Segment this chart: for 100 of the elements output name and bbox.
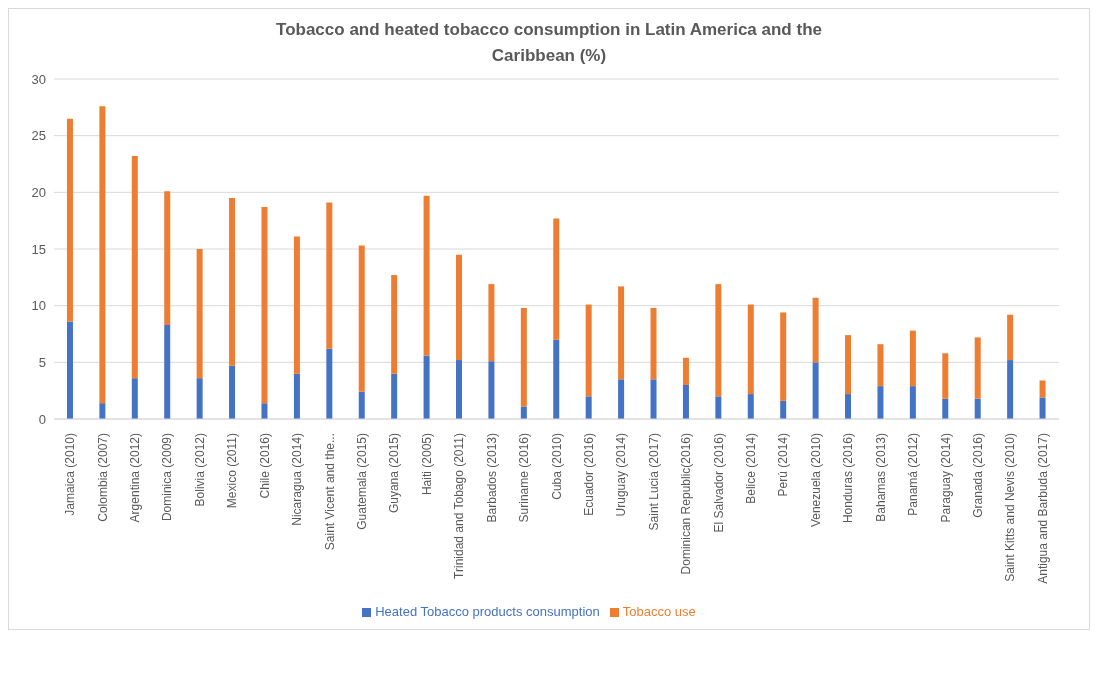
- bar: [66, 118, 73, 322]
- bar: [909, 330, 916, 387]
- bar: [553, 218, 560, 340]
- x-tick-label: Antigua and Barbuda (2017): [1035, 433, 1050, 584]
- bar: [1039, 397, 1046, 419]
- x-tick-label: Argentina (2012): [128, 433, 143, 523]
- bar: [261, 403, 268, 419]
- x-tick-label: Mexico (2011): [225, 433, 240, 509]
- bar: [293, 236, 300, 374]
- y-tick-label: 5: [38, 354, 46, 370]
- bar: [812, 362, 819, 419]
- bar: [99, 403, 106, 419]
- x-tick-label: Dominica (2009): [160, 433, 175, 522]
- x-tick-label: Ecuador (2016): [581, 433, 596, 516]
- x-tick-label: Jamaica (2010): [63, 433, 78, 516]
- bar: [488, 284, 495, 362]
- bar: [520, 307, 527, 407]
- bar: [423, 355, 430, 419]
- bar: [877, 386, 884, 419]
- bar: [845, 335, 852, 395]
- x-tick-label: Trinidad and Tobago (2011): [452, 433, 467, 579]
- bar: [164, 191, 171, 325]
- bar: [456, 360, 462, 419]
- bar: [974, 398, 981, 419]
- x-tick-label: Bolivia (2012): [192, 433, 207, 507]
- x-tick-label: Guatemala (2015): [354, 433, 369, 530]
- bar: [456, 254, 462, 361]
- bar: [326, 348, 333, 419]
- y-tick-label: 0: [38, 411, 46, 427]
- bar: [423, 195, 430, 356]
- bar: [1007, 360, 1014, 419]
- bar: [618, 286, 625, 380]
- legend-label: Tobacco use: [622, 604, 696, 619]
- bar: [99, 106, 106, 404]
- y-tick-label: 10: [31, 298, 46, 314]
- bar: [780, 312, 787, 401]
- x-tick-label: Barbados (2013): [484, 433, 499, 523]
- x-tick-label: Haiti (2005): [419, 433, 434, 496]
- bar: [131, 156, 138, 379]
- bar: [131, 378, 138, 419]
- x-tick-label: Bahamas (2013): [873, 433, 888, 522]
- bar: [358, 391, 365, 419]
- x-tick-label: Nicaragua (2014): [290, 433, 305, 526]
- bar: [942, 353, 949, 399]
- x-tick-label: Saint Lucia (2017): [646, 433, 661, 531]
- x-tick-label: Paraguay (2014): [938, 433, 953, 523]
- x-tick-label: Uruguay (2014): [614, 433, 629, 517]
- bar: [682, 385, 689, 419]
- bar: [877, 344, 884, 387]
- x-tick-label: Dominican Republic(2016): [679, 433, 694, 575]
- bar: [682, 357, 689, 385]
- bar: [747, 394, 754, 419]
- bar: [650, 307, 657, 380]
- bar: [845, 394, 852, 419]
- bar: [229, 365, 236, 419]
- y-tick-label: 25: [31, 128, 46, 144]
- bar: [747, 304, 754, 395]
- bar: [358, 245, 365, 392]
- x-tick-label: Panamá (2012): [906, 433, 921, 516]
- x-tick-label: Chile (2016): [257, 433, 272, 499]
- bar: [391, 373, 398, 419]
- bar: [66, 321, 73, 419]
- y-tick-label: 20: [31, 184, 46, 200]
- bar: [618, 379, 625, 419]
- bar: [909, 386, 916, 419]
- x-tick-label: Saint Kitts and Nevis (2010): [1003, 433, 1018, 582]
- x-tick-label: Suriname (2016): [517, 433, 532, 523]
- y-tick-label: 15: [31, 241, 46, 257]
- bar: [261, 207, 268, 404]
- y-tick-label: 30: [31, 71, 46, 87]
- x-tick-label: Saint Vicent and the...: [322, 433, 337, 551]
- bar: [812, 297, 819, 363]
- bar: [391, 275, 398, 374]
- bar: [196, 378, 203, 419]
- x-tick-label: Belice (2014): [744, 433, 759, 504]
- bar: [780, 400, 787, 419]
- x-tick-label: Granada (2016): [970, 433, 985, 518]
- bar: [1007, 314, 1014, 361]
- bar: [650, 379, 657, 419]
- bar: [326, 202, 333, 349]
- bar: [488, 361, 495, 419]
- x-tick-label: El Salvador (2016): [711, 433, 726, 533]
- bar: [293, 373, 300, 419]
- bar: [196, 249, 203, 379]
- x-tick-label: Venezuela (2010): [808, 433, 823, 528]
- bar: [1039, 380, 1046, 398]
- bar: [553, 339, 560, 419]
- bar: [974, 337, 981, 399]
- bar: [164, 324, 171, 419]
- bar: [942, 398, 949, 419]
- x-tick-label: Colombia (2007): [95, 433, 110, 522]
- x-tick-label: Cuba (2010): [549, 433, 564, 500]
- x-tick-label: Perú (2014): [776, 433, 791, 497]
- bar: [585, 304, 592, 397]
- bar: [585, 396, 592, 419]
- legend-label: Heated Tobacco products consumption: [375, 604, 600, 619]
- chart-title: Tobacco and heated tobacco consumption in Latin America and the Caribbean (%): [275, 19, 823, 67]
- bar: [229, 198, 236, 366]
- bar: [715, 284, 722, 397]
- bar: [715, 396, 722, 419]
